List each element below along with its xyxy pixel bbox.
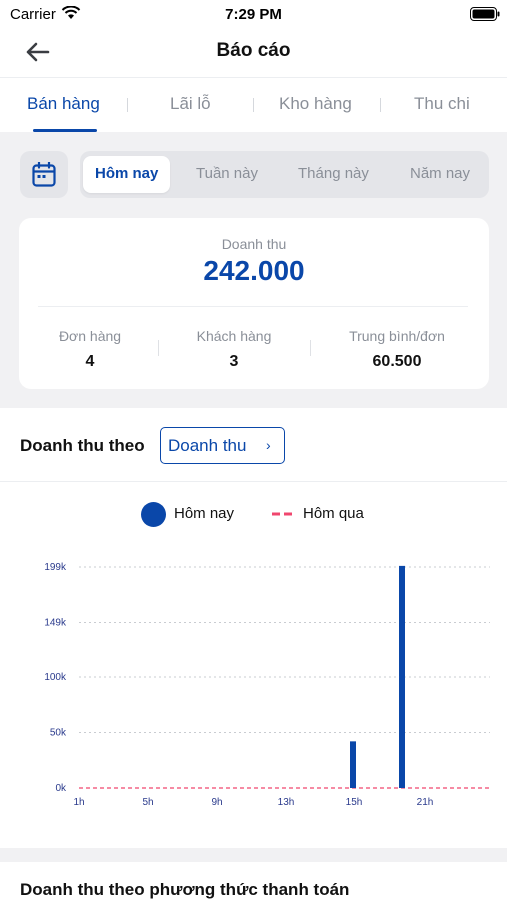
carrier-label: Carrier [10,6,56,23]
x-tick-label: 5h [142,797,153,808]
payment-method-title: Doanh thu theo phương thức thanh toán [20,880,350,899]
nav-bar: Báo cáo [0,28,507,78]
wifi-icon [61,6,81,19]
tab-inventory[interactable]: Kho hàng [279,94,352,113]
y-tick-label: 100k [44,672,67,683]
period-this-month[interactable]: Tháng này [298,165,369,182]
average-per-order-label: Trung bình/đơn [349,328,445,344]
arrow-left-icon[interactable] [22,38,52,66]
legend-marker-yesterday [272,512,296,516]
tab-separator [253,98,254,112]
y-tick-label: 50k [50,727,67,738]
stat-separator [310,340,311,356]
battery-icon [470,7,500,21]
metric-dropdown[interactable]: Doanh thu › [160,427,285,464]
chevron-right-icon: › [266,437,271,453]
metric-dropdown-label: Doanh thu [168,436,247,455]
chart-section-title: Doanh thu theo [20,436,145,455]
x-tick-label: 21h [417,797,434,808]
revenue-chart-section: Doanh thu theo Doanh thu › Hôm nay Hôm q… [0,408,507,848]
y-tick-label: 149k [44,618,67,629]
revenue-value: 242.000 [203,255,305,286]
orders-label: Đơn hàng [58,328,122,344]
y-tick-label: 199k [44,562,67,573]
legend-label-yesterday: Hôm qua [303,505,364,522]
calendar-button[interactable] [20,151,68,198]
stat-separator [158,340,159,356]
status-time: 7:29 PM [225,6,282,23]
status-bar: Carrier 7:29 PM [0,0,507,28]
summary-section: Hôm nay Tuần này Tháng này Năm nay Doanh… [0,132,507,408]
period-today[interactable]: Hôm nay [95,165,159,182]
customers-label: Khách hàng [196,328,272,344]
bar-today [399,565,405,788]
x-tick-label: 1h [73,797,84,808]
revenue-label: Doanh thu [221,236,287,252]
tab-income-expense[interactable]: Thu chi [414,94,470,113]
average-per-order-value: 60.500 [372,353,422,370]
section-divider [0,481,507,482]
summary-card: Doanh thu 242.000 Đơn hàng 4 Khách hàng … [19,218,489,389]
section-gap [0,848,507,862]
tab-profit-loss[interactable]: Lãi lỗ [170,94,211,113]
x-tick-label: 9h [211,797,222,808]
period-selector: Hôm nay Tuần này Tháng này Năm nay [80,151,489,198]
period-active-highlight [83,156,170,193]
card-divider [38,306,468,307]
active-tab-indicator [33,129,97,132]
tab-separator [127,98,128,112]
x-tick-label: 15h [346,797,363,808]
payment-method-section: Doanh thu theo phương thức thanh toán [0,862,507,900]
y-tick-label: 0k [55,783,67,794]
tab-separator [380,98,381,112]
revenue-bar-chart: 0k 50k 100k 149k 199k 1h 5h 9h 13h 15h 21h [44,562,490,808]
legend-marker-today [141,502,166,527]
tab-sales[interactable]: Bán hàng [27,94,100,113]
legend-label-today: Hôm nay [174,505,235,522]
orders-value: 4 [85,353,95,370]
bar-today [350,741,356,788]
period-this-year[interactable]: Năm nay [410,165,471,182]
customers-value: 3 [229,353,239,370]
period-this-week[interactable]: Tuần này [196,165,258,182]
report-tabs: Bán hàng Lãi lỗ Kho hàng Thu chi [0,78,507,132]
x-tick-label: 13h [278,797,295,808]
page-title: Báo cáo [216,40,291,61]
calendar-icon [32,162,56,187]
